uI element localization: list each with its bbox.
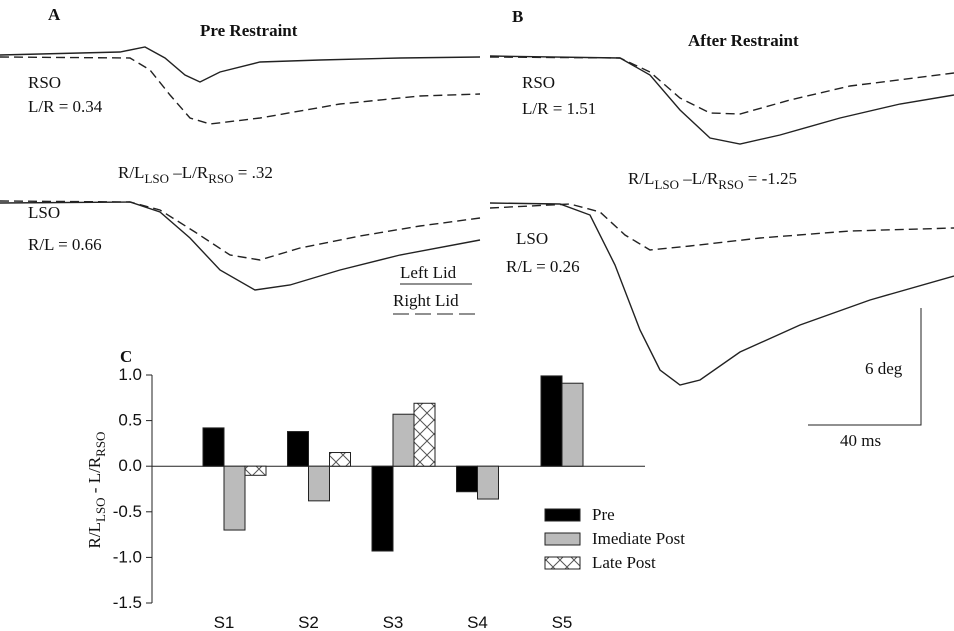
y-axis-label: R/LLSO - L/RRSO: [85, 432, 108, 549]
x-tick-label: S4: [467, 613, 488, 631]
scale-label: 6 deg: [865, 359, 903, 378]
label: LSO: [516, 229, 548, 248]
label: L/R = 0.34: [28, 97, 103, 116]
bar: [202, 427, 225, 467]
bar: [329, 452, 351, 467]
panel-title: Pre Restraint: [200, 21, 298, 40]
trace: [489, 203, 954, 251]
panel-title: After Restraint: [688, 31, 799, 50]
label: R/L = 0.26: [506, 257, 580, 276]
legend-label: Late Post: [592, 553, 656, 572]
trace: [489, 56, 954, 115]
x-tick-label: S2: [298, 613, 319, 631]
bar: [392, 413, 415, 467]
trace: [0, 201, 481, 291]
text-part: RSO: [718, 177, 743, 192]
text-part: LSO: [654, 177, 679, 192]
text-part: = .32: [234, 163, 273, 182]
text-part: RSO: [208, 171, 233, 186]
legend-label: Pre: [592, 505, 615, 524]
label: R/L = 0.66: [28, 235, 102, 254]
text-part: LSO: [93, 497, 108, 522]
y-tick-label: 0.5: [118, 411, 142, 430]
label: L/R = 1.51: [522, 99, 596, 118]
bar: [477, 465, 499, 500]
label: RSO: [522, 73, 555, 92]
formula: R/LLSO –L/RRSO = .32: [118, 163, 273, 186]
label: LSO: [28, 203, 60, 222]
label: RSO: [28, 73, 61, 92]
bar: [287, 431, 309, 467]
panel-letter: B: [512, 7, 523, 26]
legend-label: Imediate Post: [592, 529, 685, 548]
text-part: LSO: [144, 171, 169, 186]
text-part: = -1.25: [744, 169, 798, 188]
x-tick-label: S1: [214, 613, 235, 631]
bar: [456, 465, 478, 493]
y-tick-label: -1.0: [113, 547, 142, 566]
x-tick-label: S3: [383, 613, 404, 631]
x-tick-label: S5: [552, 613, 573, 631]
bar: [561, 382, 584, 467]
text-part: R/L: [628, 169, 654, 188]
text-part: –L/R: [169, 163, 209, 182]
text-part: R/L: [85, 522, 104, 548]
panel-letter: C: [120, 347, 132, 366]
trace: [489, 55, 954, 145]
legend-label: Right Lid: [393, 291, 459, 310]
bar: [308, 465, 330, 502]
trace: [0, 46, 481, 83]
legend-swatch: [544, 532, 581, 546]
text-part: - L/R: [85, 456, 104, 497]
scale-label: 40 ms: [840, 431, 881, 450]
bar: [413, 402, 436, 467]
text-part: –L/R: [679, 169, 719, 188]
text-part: RSO: [93, 432, 108, 457]
y-tick-label: -0.5: [113, 502, 142, 521]
y-tick-label: 1.0: [118, 365, 142, 384]
scale-bar: [808, 308, 922, 426]
legend-label: Left Lid: [400, 263, 457, 282]
trace: [489, 202, 954, 386]
text-part: R/L: [118, 163, 144, 182]
legend-swatch: [544, 556, 581, 570]
y-tick-label: -1.5: [113, 593, 142, 612]
trace: [0, 56, 481, 125]
formula: R/LLSO –L/RRSO = -1.25: [628, 169, 797, 192]
bar: [540, 375, 563, 467]
trace: [0, 200, 481, 261]
y-tick-label: 0.0: [118, 456, 142, 475]
panel-letter: A: [48, 5, 61, 24]
bar: [244, 465, 267, 476]
bar: [223, 465, 246, 531]
legend-swatch: [544, 508, 581, 522]
bar: [371, 465, 394, 552]
